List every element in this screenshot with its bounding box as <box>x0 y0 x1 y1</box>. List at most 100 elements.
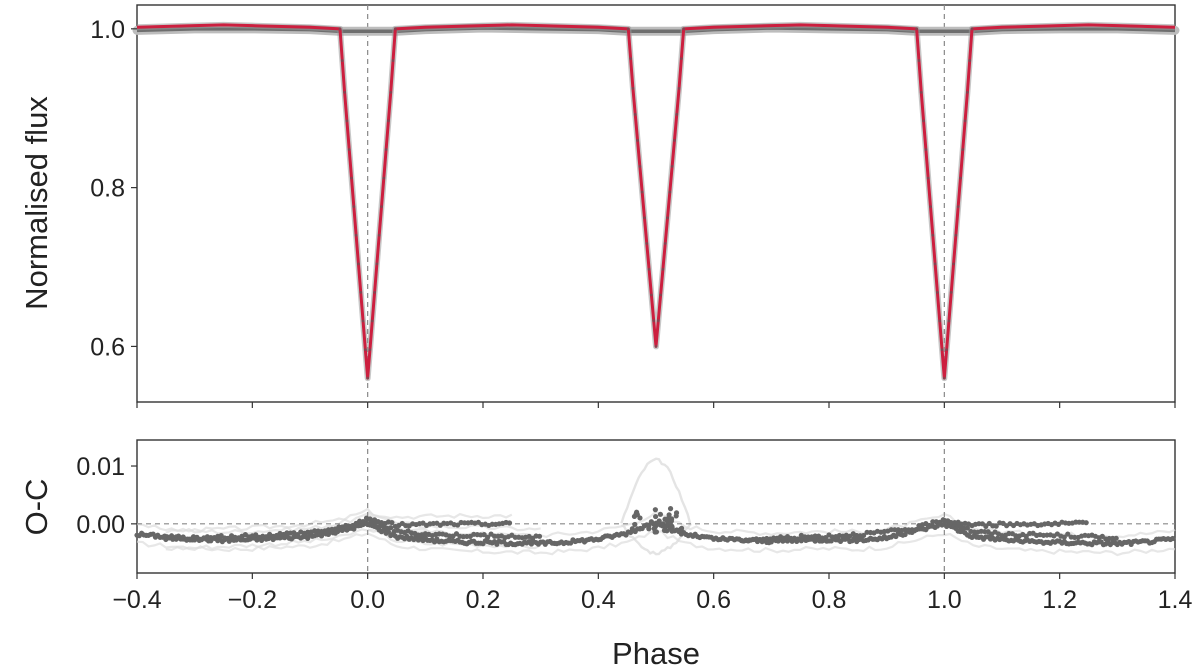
residuals-x-tick-label: 0.0 <box>350 586 385 614</box>
light-curve-reference-lines <box>367 5 945 402</box>
light-curve-eclipse-point <box>645 242 649 245</box>
light-curve-eclipse-point <box>647 267 651 271</box>
residuals-x-tick-label: 1.0 <box>927 586 962 614</box>
light-curve-eclipse-point <box>968 59 972 62</box>
residuals-point <box>795 536 801 542</box>
light-curve-eclipse-point <box>384 148 388 151</box>
light-curve-eclipse-point <box>649 293 653 297</box>
light-curve-eclipse-point <box>633 113 637 116</box>
light-curve-y-tick-label: 0.6 <box>90 333 125 361</box>
light-curve-eclipse-point <box>629 57 633 60</box>
residuals-plot-frame <box>136 439 1176 574</box>
light-curve-y-axis-label: Normalised flux <box>19 96 54 310</box>
residuals-points <box>134 505 1176 548</box>
light-curve-data-halo <box>136 21 1176 382</box>
residuals-y-tick-label: 0.01 <box>76 453 125 481</box>
light-curve-eclipse-point <box>661 267 665 271</box>
residuals-point <box>634 509 640 515</box>
light-curve-eclipse-point <box>656 319 660 323</box>
light-curve-eclipse-point <box>631 86 635 90</box>
light-curve-eclipse-point <box>963 119 967 123</box>
light-curve-eclipse-point <box>636 139 639 142</box>
x-axis-label: Phase <box>612 636 700 670</box>
light-curve-eclipse-point <box>942 376 946 380</box>
light-curve-eclipse-point <box>652 319 656 323</box>
light-curve-eclipse-point <box>922 119 925 123</box>
light-curve-eclipse-point <box>391 59 395 62</box>
light-curve-eclipse-point <box>361 319 365 323</box>
light-curve-eclipse-point <box>677 86 681 90</box>
light-curve-eclipse-point <box>380 205 383 209</box>
light-curve-eclipse-point <box>919 90 923 94</box>
light-curve-eclipse-point <box>949 291 953 294</box>
residuals-point <box>1170 535 1176 542</box>
residuals-background-trace <box>165 527 542 551</box>
residuals-x-tick-label: 0.6 <box>696 586 731 614</box>
light-curve-y-tick-label: 0.8 <box>90 175 125 203</box>
residuals-background-bump <box>620 523 692 556</box>
light-curve-panel: 0.6 0.8 1.0 Normalised flux <box>19 4 1180 408</box>
residuals-point <box>926 522 932 529</box>
residuals-y-axis-label: O-C <box>19 479 54 536</box>
residuals-point <box>669 523 675 529</box>
residuals-point <box>667 505 674 512</box>
residuals-point <box>659 523 666 529</box>
residuals-x-tick-label: −0.2 <box>228 586 277 614</box>
light-curve-eclipse-point <box>679 57 683 60</box>
light-curve-eclipse-point <box>663 242 667 245</box>
light-curve-eclipse-point <box>956 205 960 209</box>
residuals-point <box>646 526 652 532</box>
light-curve-eclipse-point <box>387 119 390 123</box>
residuals-point <box>912 527 919 533</box>
residuals-x-tick-label: −0.4 <box>112 586 161 614</box>
light-curve-eclipse-point <box>359 291 363 294</box>
light-curve-eclipse-point <box>638 164 642 168</box>
residuals-point <box>637 525 643 532</box>
light-curve-eclipse-point <box>354 233 358 237</box>
light-curve-eclipse-point <box>626 27 630 31</box>
light-curve-eclipse-point <box>654 345 658 348</box>
light-curve-x-ticks <box>136 402 1176 408</box>
residuals-background-trace <box>367 510 513 520</box>
residuals-point <box>652 507 658 513</box>
light-curve-eclipse-point <box>389 90 393 94</box>
light-curve-eclipse-point <box>929 205 932 209</box>
residuals-point <box>661 527 668 534</box>
light-curve-eclipse-point <box>966 90 969 94</box>
light-curve-eclipse-point <box>952 262 955 266</box>
residuals-point <box>861 532 867 539</box>
residuals-point <box>506 520 513 526</box>
residuals-point <box>536 533 543 539</box>
residuals-x-tick-label: 1.2 <box>1042 586 1077 614</box>
light-curve-eclipse-point <box>352 205 356 209</box>
light-curve-eclipse-point <box>370 319 374 323</box>
residuals-point <box>360 519 366 525</box>
light-curve-eclipse-point <box>347 148 351 151</box>
light-curve-eclipse-point <box>340 59 344 62</box>
light-curve-eclipse-point <box>961 148 965 151</box>
light-curve-eclipse-point <box>393 27 397 31</box>
residuals-point <box>666 517 672 523</box>
light-curve-eclipse-point <box>926 176 930 180</box>
residuals-point <box>669 528 675 534</box>
residuals-point <box>653 513 659 520</box>
residuals-point <box>664 522 670 529</box>
light-curve-eclipse-point <box>670 164 674 168</box>
residuals-y-tick-label: 0.00 <box>76 511 125 539</box>
residuals-point <box>485 534 491 540</box>
light-curve-eclipse-point <box>375 262 379 266</box>
light-curve-eclipse-point <box>936 291 939 294</box>
light-curve-y-tick-label: 1.0 <box>90 16 125 44</box>
light-curve-eclipse-point <box>345 119 349 123</box>
light-curve-eclipse-point <box>368 348 372 351</box>
light-curve-eclipse-point <box>343 90 346 94</box>
light-curve-eclipse-point <box>915 27 919 31</box>
residuals-point <box>656 518 662 524</box>
residuals-point <box>632 521 638 528</box>
light-curve-eclipse-point <box>366 376 370 380</box>
light-curve-eclipse-point <box>970 27 974 31</box>
light-curve-eclipse-point <box>666 216 669 220</box>
residuals-point <box>675 528 682 534</box>
residuals-x-tick-label: 0.4 <box>581 586 616 614</box>
